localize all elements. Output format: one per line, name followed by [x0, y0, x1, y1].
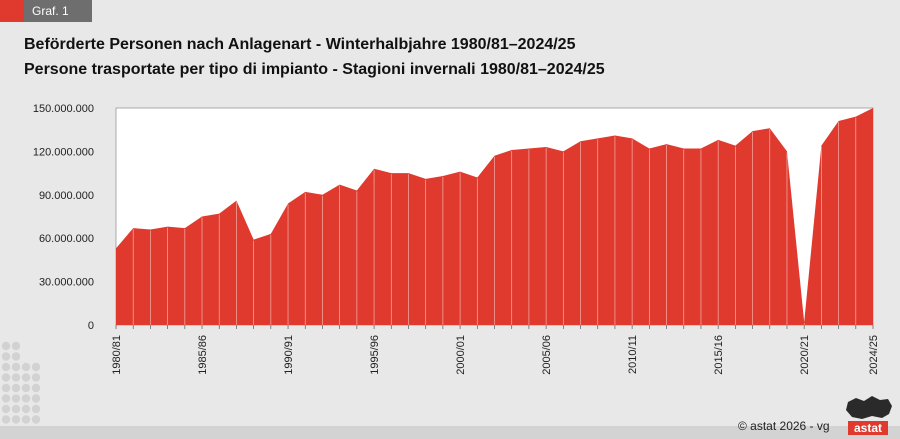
- x-tick-label: 1985/86: [197, 335, 209, 375]
- decoration-dot: [11, 383, 21, 393]
- year-separators: [132, 117, 857, 325]
- decoration-dot: [1, 415, 11, 424]
- figure-badge: Graf. 1: [24, 0, 92, 22]
- x-tick-label: 2015/16: [713, 335, 725, 375]
- y-axis-ticks: 0 30.000.000 60.000.000 90.000.000 120.000.0…: [33, 103, 94, 332]
- x-tick-label: 1980/81: [111, 335, 123, 375]
- decoration-dot: [21, 383, 31, 393]
- decoration-dot: [21, 394, 31, 403]
- astat-logo: astat: [846, 396, 892, 435]
- x-tick-label: 2020/21: [799, 335, 811, 375]
- decoration-dot: [31, 394, 41, 403]
- footer-band: [0, 426, 900, 439]
- chart-title-german: Beförderte Personen nach Anlagenart - Wi…: [24, 36, 576, 53]
- x-tick-label: 1995/96: [369, 335, 381, 375]
- decoration-dot: [1, 373, 11, 382]
- decoration-dot: [11, 362, 21, 372]
- copyright-text: © astat 2026 - vg: [738, 419, 830, 433]
- decoration-dot: [21, 404, 31, 414]
- decoration-dot: [1, 341, 11, 351]
- decoration-dot: [11, 404, 21, 414]
- chart-title-italian: Persone trasportate per tipo di impianto…: [24, 61, 605, 78]
- dot-pattern-decoration: [1, 341, 41, 424]
- x-tick-label: 2000/01: [455, 335, 467, 375]
- y-tick-label: 0: [88, 320, 94, 332]
- decoration-dot: [1, 352, 11, 361]
- decoration-dot: [21, 415, 31, 424]
- badge-accent: [0, 0, 24, 22]
- y-tick-label: 120.000.000: [33, 146, 94, 158]
- decoration-dot: [11, 352, 21, 361]
- y-tick-label: 30.000.000: [39, 277, 94, 289]
- decoration-dot: [11, 415, 21, 424]
- decoration-dot: [31, 373, 41, 382]
- decoration-dot: [31, 362, 41, 372]
- decoration-dot: [31, 415, 41, 424]
- y-tick-label: 90.000.000: [39, 190, 94, 202]
- decoration-dot: [1, 394, 11, 403]
- decoration-dot: [1, 362, 11, 372]
- x-tick-label: 1990/91: [283, 335, 295, 375]
- decoration-dot: [11, 341, 21, 351]
- decoration-dot: [1, 404, 11, 414]
- svg-text:astat: astat: [854, 421, 882, 435]
- decoration-dot: [21, 362, 31, 372]
- x-tick-label: 2010/11: [627, 335, 639, 374]
- decoration-dot: [1, 383, 11, 393]
- decoration-dot: [21, 373, 31, 382]
- y-tick-label: 60.000.000: [39, 233, 94, 245]
- y-tick-label: 150.000.000: [33, 103, 94, 115]
- decoration-dot: [11, 373, 21, 382]
- decoration-dot: [31, 404, 41, 414]
- x-tick-label: 2005/06: [541, 335, 553, 375]
- x-tick-label: 2024/25: [868, 335, 880, 375]
- decoration-dot: [31, 383, 41, 393]
- decoration-dot: [11, 394, 21, 403]
- x-axis-ticks: 1980/81 1985/86 1990/91 1995/96 2000/01 2005/…: [111, 325, 880, 375]
